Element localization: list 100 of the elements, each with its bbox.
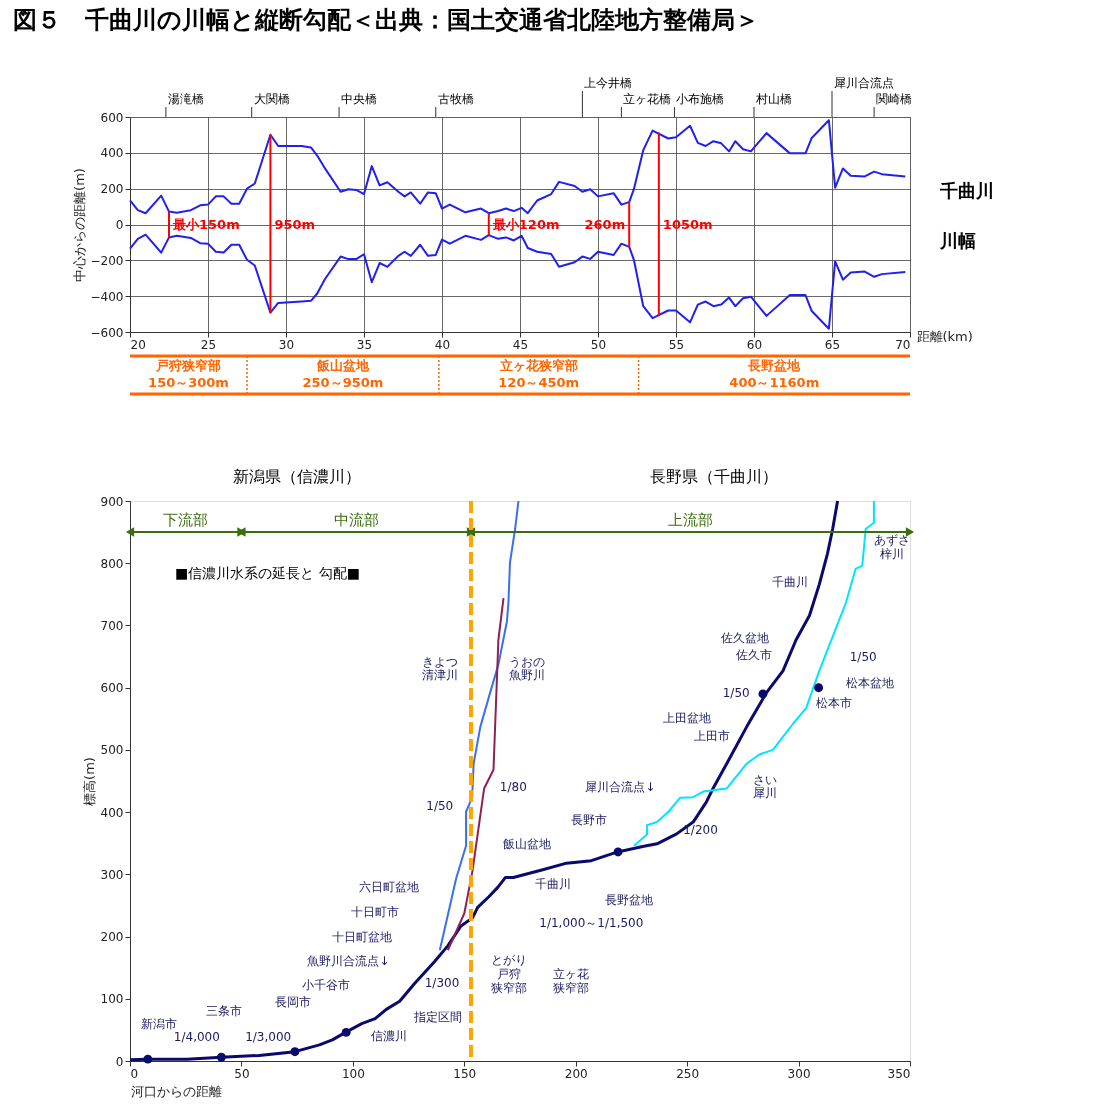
annotation: 長野盆地 — [605, 893, 654, 908]
y-tick-label: −600 — [90, 325, 124, 340]
text: 400～1160m — [729, 375, 820, 390]
annotation: 上田盆地 — [663, 710, 712, 725]
x-tick-label: 25 — [200, 337, 217, 352]
annotation: 1/50 — [722, 685, 750, 700]
y-axis-title: 中心からの距離(m) — [71, 168, 87, 282]
annotation: 長野市 — [571, 812, 608, 827]
x-axis-title: 河口からの距離 — [130, 1083, 222, 1099]
annotation: 立ヶ花 — [553, 966, 590, 981]
text: 大関橋 — [253, 92, 290, 106]
y-axis-title: 標高(m) — [81, 757, 97, 806]
text: ■信濃川水系の延長と 勾配■ — [175, 564, 360, 581]
annotation: 清津川 — [421, 668, 458, 683]
text: 小布施橋 — [676, 92, 725, 106]
text: 上今井橋 — [584, 76, 633, 90]
y-tick-label: 0 — [115, 1054, 124, 1069]
y-tick-label: 100 — [100, 992, 124, 1007]
x-tick-label: 50 — [590, 337, 607, 352]
text: 新潟県（信濃川） — [233, 467, 362, 486]
annotation: 1/200 — [683, 822, 718, 837]
text: 250～950m — [302, 375, 384, 390]
x-tick-label: 40 — [434, 337, 451, 352]
x-tick-label: 20 — [130, 337, 146, 352]
annotation: 狭窄部 — [490, 980, 527, 995]
y-tick-label: 900 — [100, 494, 124, 509]
annotation: 狭窄部 — [553, 980, 590, 995]
x-tick-label: 350 — [887, 1066, 911, 1081]
x-tick-label: 35 — [356, 337, 373, 352]
annotation: 千曲川 — [535, 877, 572, 892]
x-tick-label: 30 — [278, 337, 295, 352]
x-tick-label: 100 — [341, 1066, 365, 1081]
series-label: 下流部 — [163, 511, 209, 530]
annotation: あずさ — [874, 532, 911, 547]
text: 千曲川 — [939, 180, 994, 202]
x-tick-label: 300 — [787, 1066, 811, 1081]
annotation: 佐久市 — [736, 648, 772, 663]
y-tick-label: 600 — [100, 110, 124, 125]
y-tick-label: 200 — [100, 182, 124, 197]
x-tick-label: 60 — [746, 337, 763, 352]
annotation: 小千谷市 — [302, 978, 351, 993]
annotation: 長岡市 — [274, 994, 311, 1009]
annotation: 1/50 — [426, 798, 454, 813]
text: 村山橋 — [755, 92, 792, 106]
x-tick-label: 150 — [453, 1066, 477, 1081]
x-tick-label: 65 — [824, 337, 841, 352]
x-tick-label: 55 — [668, 337, 685, 352]
text: 長野盆地 — [747, 358, 802, 373]
x-tick-label: 50 — [234, 1066, 250, 1081]
annotation: 魚野川 — [508, 668, 545, 683]
annotation: 新潟市 — [140, 1016, 177, 1031]
text: 中央橋 — [341, 92, 378, 106]
x-tick-label: 45 — [512, 337, 529, 352]
annotation: 信濃川 — [370, 1029, 407, 1044]
annotation: うおの — [508, 654, 545, 669]
annotation: 千曲川 — [771, 574, 808, 589]
y-tick-label: 800 — [100, 556, 124, 571]
annotation: 戸狩 — [496, 966, 521, 981]
annotation: さい — [753, 772, 778, 787]
series-label: 上流部 — [667, 511, 713, 530]
x-tick-label: 200 — [564, 1066, 588, 1081]
text: 飯山盆地 — [315, 358, 370, 373]
annotation: 1/1,000～1/1,500 — [539, 915, 644, 930]
annotation: 松本市 — [816, 696, 853, 711]
text: 戸狩狭窄部 — [155, 358, 221, 373]
annotation: 指定区間 — [412, 1010, 462, 1025]
annotation: 松本盆地 — [845, 676, 894, 691]
text: 川幅 — [939, 230, 976, 252]
text: 立ヶ花狭窄部 — [498, 358, 578, 373]
annotation: 十日町市 — [351, 904, 400, 919]
y-tick-label: −400 — [90, 289, 124, 304]
text: 関崎橋 — [876, 92, 913, 106]
annotation: 1/80 — [499, 780, 527, 795]
y-tick-label: 400 — [100, 805, 124, 820]
x-axis-title: 距離(km) — [916, 328, 973, 344]
y-tick-label: 600 — [100, 681, 124, 696]
annotation: 十日町盆地 — [331, 929, 392, 944]
annotation: 飯山盆地 — [502, 837, 551, 852]
annotation: 六日町盆地 — [358, 879, 419, 894]
x-tick-label: 0 — [130, 1066, 139, 1081]
y-tick-label: 300 — [100, 867, 124, 882]
chart-title: 図５ 千曲川の川幅と縦断勾配＜出典：国土交通省北陸地方整備局＞ — [13, 6, 760, 34]
annotation: きよつ — [421, 654, 458, 669]
annotation: 佐久盆地 — [721, 630, 770, 645]
y-tick-label: −200 — [90, 253, 124, 268]
text: 犀川合流点 — [834, 76, 894, 90]
annotation: 1/300 — [424, 976, 460, 991]
annotation: 梓川 — [880, 546, 905, 561]
text: 150～300m — [148, 375, 229, 390]
annotation: 1/3,000 — [245, 1030, 292, 1045]
text: 立ヶ花橋 — [623, 92, 672, 106]
y-tick-label: 500 — [100, 743, 124, 758]
text: 湯滝橋 — [167, 92, 204, 106]
x-tick-label: 250 — [676, 1066, 700, 1081]
annotation: 魚野川合流点↓ — [307, 954, 390, 969]
annotation: 1/4,000 — [173, 1030, 220, 1045]
y-tick-label: 0 — [115, 218, 124, 232]
annotation: 三条市 — [205, 1004, 242, 1019]
text: 120～450m — [498, 375, 580, 390]
annotation: とがり — [490, 953, 527, 968]
